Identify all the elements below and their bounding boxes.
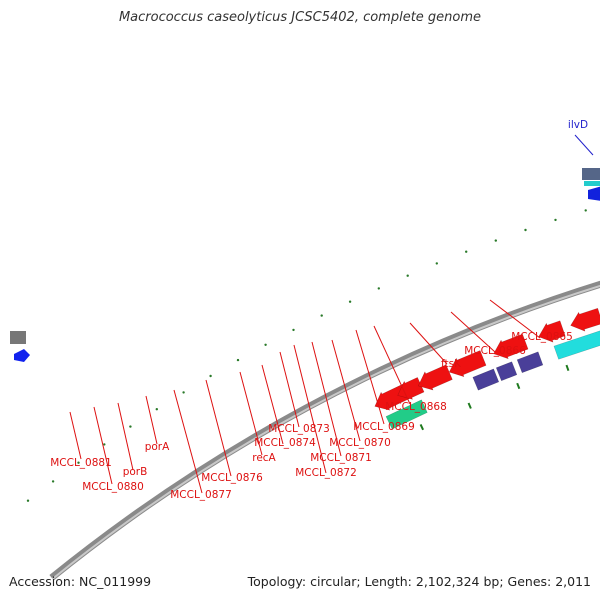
ruler-minor-tick [51,480,55,483]
ruler-minor-tick [377,287,380,290]
ruler-minor-tick [435,262,438,265]
gene-arrow-ilvd [588,186,600,201]
gene-label: MCCL_0880 [82,481,144,493]
gene-tracks [10,168,600,431]
gene-forward [493,333,529,360]
ruler-minor-tick [406,274,409,277]
ruler-minor-tick [348,300,352,303]
leader-line [574,134,594,156]
gene-reverse [385,399,428,430]
gene-label: MCCL_0865 [511,331,573,343]
gene-label: MCCL_0870 [329,437,391,449]
gene-label: MCCL_0869 [353,421,415,433]
gene-reverse [516,351,544,374]
leader-line [205,379,232,477]
ruler-minor-tick [465,250,468,253]
gene-label: MCCL_0873 [268,423,330,435]
leader-line [331,339,361,442]
leader-line [145,395,158,445]
leader-line [311,341,342,457]
gene-label: MCCL_0871 [310,452,372,464]
leader-line [373,325,411,405]
feature-tick [516,382,521,390]
leader-line [239,371,263,456]
gene-label: MCCL_0876 [201,472,263,484]
gene-label: MCCL_0874 [254,437,316,449]
gene-reverse [472,368,500,391]
leader-line [117,402,134,471]
gene-label: porA [145,441,170,453]
gene-box-left [10,331,26,344]
gene-forward [570,307,600,332]
backbone-arc [49,280,600,581]
gene-label: MCCL_0881 [50,457,112,469]
feature-tick [565,364,570,372]
feature-tick [467,402,472,409]
gene-label: ilvD [568,119,588,131]
ruler-minor-tick [182,391,185,394]
gene-label: MCCL_0866 [464,345,526,357]
ruler-minor-tick [584,209,587,212]
gene-label: recA [252,452,276,464]
ruler-minor-tick [264,343,267,346]
leader-line [93,406,113,485]
ruler-minor-tick [292,328,295,332]
ruler-minor-tick [26,499,30,502]
ruler: 950 kbp955 kbp960 kbp965 kbp970 kbp [26,209,587,502]
gene-label: porB [123,466,148,478]
gene-reverse [495,361,518,382]
gene-box-ilvd [582,168,600,180]
accession-text: Accession: NC_011999 [9,574,152,589]
feature-tick [419,423,425,431]
backbone-highlight [51,285,600,580]
ruler-minor-tick [554,218,557,222]
gene-forward [417,364,453,391]
ruler-minor-tick [236,358,240,362]
gene-label: MCCL_0868 [385,401,447,413]
leader-line [489,299,541,339]
leader-line [279,351,300,428]
topology-summary: Topology: circular; Length: 2,102,324 bp… [247,574,591,589]
leader-line [173,389,203,494]
leader-line [450,311,496,353]
gene-label: MCCL_0877 [170,489,232,501]
ruler-minor-tick [129,425,132,428]
gene-forward [538,320,566,343]
gene-arrow-left [14,349,30,362]
ruler-minor-tick [494,239,497,242]
ruler-minor-tick [209,374,212,378]
leader-line [355,329,385,425]
leader-line [69,411,82,460]
gene-forward [448,350,487,378]
ruler-minor-tick [155,408,158,411]
leader-line [409,322,448,365]
ruler-minor-tick [320,314,323,317]
ruler-minor-tick [103,443,106,446]
ruler-minor-tick [524,228,527,232]
gene-label: MCCL_0872 [295,467,357,479]
leader-line [261,364,284,445]
ruler-minor-tick [77,461,80,464]
gene-box-ilvd-2 [584,181,600,186]
genome-backbone [49,280,600,581]
map-title: Macrococcus caseolyticus JCSC5402, compl… [118,10,482,25]
gene-label: ftsK [441,358,462,370]
gene-reverse [553,330,600,360]
gene-forward [397,377,425,400]
leader-line [293,344,327,474]
